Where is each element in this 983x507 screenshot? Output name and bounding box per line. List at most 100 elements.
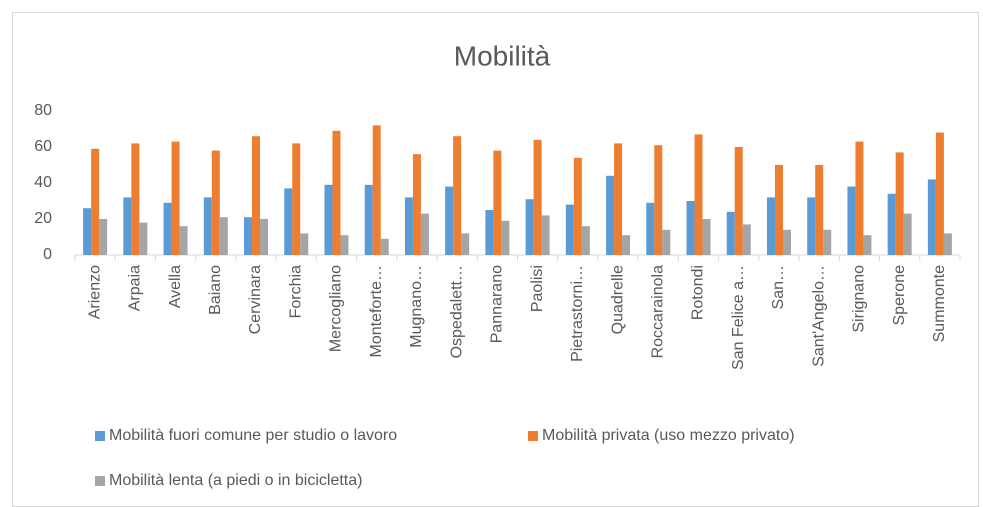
bar xyxy=(927,179,936,255)
bar xyxy=(646,202,655,255)
y-tick-label: 40 xyxy=(34,174,52,191)
bar xyxy=(244,217,253,255)
bar xyxy=(573,157,582,255)
x-tick-label: Arienzo xyxy=(86,265,103,319)
bar xyxy=(686,201,695,255)
bar xyxy=(292,143,301,255)
bar xyxy=(525,199,534,255)
y-tick-label: 60 xyxy=(34,138,52,155)
bar xyxy=(823,229,832,255)
bar xyxy=(533,139,542,255)
y-tick-label: 20 xyxy=(34,210,52,227)
x-tick-label: Baiano xyxy=(207,265,224,315)
bar xyxy=(742,224,751,255)
bar xyxy=(461,233,470,255)
bar xyxy=(420,213,429,255)
x-tick-label: Quadrelle xyxy=(609,265,626,334)
x-tick-label: Mercogliano xyxy=(328,265,345,352)
bar xyxy=(485,210,494,255)
x-tick-label: San… xyxy=(770,265,787,309)
bar xyxy=(541,215,550,255)
x-tick-label: Rotondi xyxy=(690,265,707,320)
chart-border xyxy=(12,12,979,507)
y-tick-label: 0 xyxy=(43,246,52,263)
legend-label: Mobilità privata (uso mezzo privato) xyxy=(542,427,795,444)
bar xyxy=(493,150,502,255)
x-tick-label: Pietrastorni… xyxy=(569,265,586,362)
chart-title: Mobilità xyxy=(454,40,551,71)
bar xyxy=(726,211,735,255)
x-tick-label: Sant'Angelo… xyxy=(810,265,827,367)
bar xyxy=(179,226,188,255)
bar xyxy=(782,229,791,255)
bar xyxy=(453,136,462,255)
bar xyxy=(565,204,574,255)
bar xyxy=(581,226,590,255)
bar xyxy=(614,143,623,255)
x-tick-label: Forchia xyxy=(287,265,304,318)
bar xyxy=(935,132,944,255)
bar xyxy=(203,197,212,255)
bar xyxy=(99,219,108,255)
legend-label: Mobilità lenta (a piedi o in bicicletta) xyxy=(109,472,362,489)
bar xyxy=(606,175,615,255)
bar xyxy=(887,193,896,255)
x-tick-label: Paolisi xyxy=(529,265,546,312)
bar xyxy=(903,213,912,255)
bar xyxy=(380,238,389,255)
legend-swatch xyxy=(95,476,105,486)
bar xyxy=(83,208,92,255)
x-tick-label: San Felice a… xyxy=(730,265,747,370)
bar xyxy=(863,235,872,255)
bar xyxy=(324,184,333,255)
x-tick-label: Monteforte… xyxy=(368,265,385,357)
bar xyxy=(662,229,671,255)
x-tick-label: Roccarainola xyxy=(650,265,667,358)
bar xyxy=(139,222,148,255)
x-tick-label: Sirignano xyxy=(851,265,868,333)
x-tick-label: Summonte xyxy=(931,265,948,342)
bar xyxy=(372,125,381,256)
x-tick-label: Sperone xyxy=(891,265,908,326)
bar xyxy=(702,219,711,255)
bar xyxy=(340,235,349,255)
x-tick-label: Cervinara xyxy=(247,265,264,334)
bar xyxy=(364,184,373,255)
x-tick-label: Pannarano xyxy=(489,265,506,343)
bar xyxy=(404,197,413,255)
bar xyxy=(774,165,783,255)
legend-label: Mobilità fuori comune per studio o lavor… xyxy=(109,427,397,444)
bar xyxy=(654,145,663,255)
bar xyxy=(847,186,856,255)
bar xyxy=(694,134,703,255)
bar xyxy=(219,217,228,255)
bar xyxy=(91,148,100,255)
bar xyxy=(895,152,904,255)
bar xyxy=(766,197,775,255)
x-tick-label: Avella xyxy=(167,265,184,308)
bar xyxy=(807,197,816,255)
legend-swatch xyxy=(528,431,538,441)
bar xyxy=(412,154,421,255)
bar xyxy=(211,150,220,255)
x-tick-label: Arpaia xyxy=(127,265,144,311)
bar xyxy=(300,233,309,255)
bar xyxy=(260,219,269,255)
y-tick-label: 80 xyxy=(34,102,52,119)
bar xyxy=(855,141,864,255)
legend-swatch xyxy=(95,431,105,441)
bar xyxy=(284,188,293,255)
bar xyxy=(131,143,140,255)
bar xyxy=(332,130,341,255)
bar xyxy=(171,141,180,255)
bar xyxy=(734,147,743,255)
bar xyxy=(815,165,824,255)
bar xyxy=(445,186,454,255)
bar xyxy=(163,202,172,255)
bar xyxy=(622,235,631,255)
x-tick-label: Mugnano… xyxy=(408,265,425,348)
bar xyxy=(943,233,952,255)
bar xyxy=(501,220,510,255)
bar xyxy=(252,136,261,255)
